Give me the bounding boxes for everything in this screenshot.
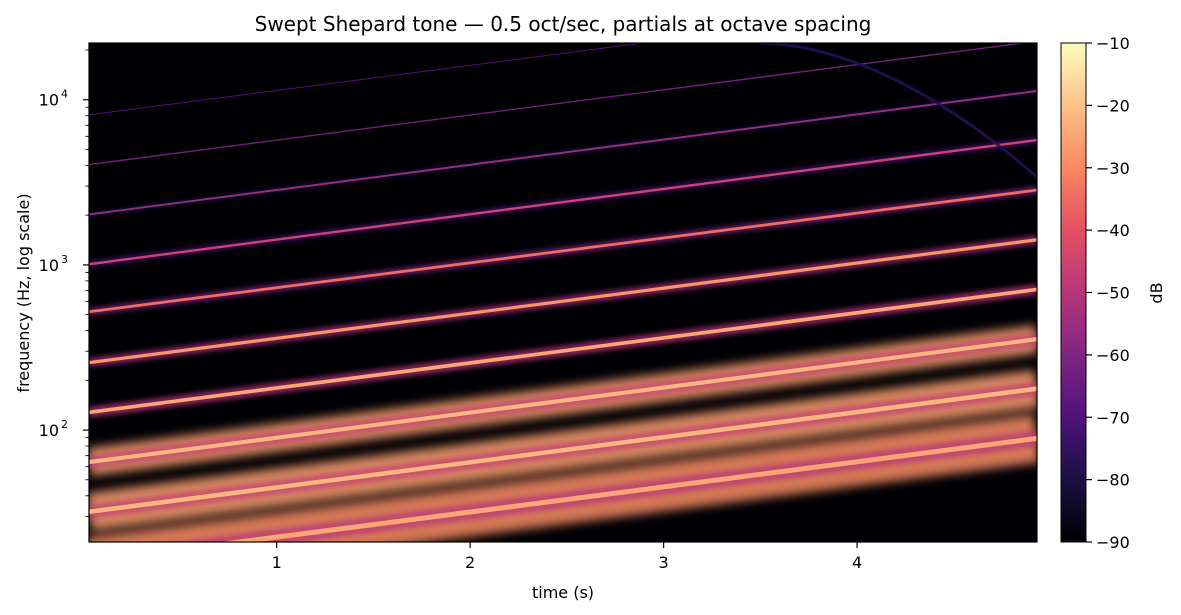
partial-line (89, 186, 1037, 316)
colorbar-ticks: −90 −80 −70 −60 −50 −40 −30 −20 −10 (1086, 34, 1130, 552)
partial-core (89, 43, 647, 116)
partial-line (89, 43, 1036, 167)
colorbar: −90 −80 −70 −60 −50 −40 −30 −20 −10 dB (1060, 34, 1166, 552)
x-tick-label: 1 (272, 553, 282, 572)
partial-core (89, 386, 1037, 515)
partial-line (177, 430, 1037, 542)
colorbar-tick-label: −40 (1096, 221, 1130, 240)
y-tick-exponent: 2 (61, 418, 68, 431)
partial-core (89, 90, 1037, 216)
partial-core (89, 337, 1037, 465)
partial-line (89, 136, 1037, 268)
x-tick-label: 2 (465, 553, 475, 572)
colorbar-gradient (1060, 42, 1087, 543)
colorbar-tick-label: −60 (1096, 346, 1130, 365)
plot-frame (88, 42, 1038, 543)
partial-line (89, 88, 1037, 217)
y-tick-label: 10 (39, 256, 59, 275)
y-tick-label: 10 (39, 421, 59, 440)
partial-line (89, 234, 1037, 368)
colorbar-tick-label: −30 (1096, 159, 1130, 178)
partials (89, 43, 1037, 542)
colorbar-tick-label: −50 (1096, 284, 1130, 303)
y-axis-label: frequency (Hz, log scale) (14, 193, 33, 392)
partial-line (89, 283, 1037, 418)
x-axis-ticks: 1 2 3 4 (272, 542, 862, 572)
colorbar-tick-label: −20 (1096, 96, 1130, 115)
partial-core (89, 43, 1029, 166)
plot-area (89, 43, 1037, 542)
y-tick-exponent: 4 (61, 88, 68, 101)
partial-line (89, 332, 1037, 469)
x-tick-label: 3 (659, 553, 669, 572)
y-tick-label: 10 (39, 91, 59, 110)
colorbar-tick-label: −10 (1096, 34, 1130, 53)
y-tick-exponent: 3 (61, 253, 68, 266)
partial-line (89, 43, 651, 116)
alias-curve (760, 43, 1037, 179)
partial-line (89, 381, 1037, 519)
partial-core (219, 435, 1037, 542)
partial-core (89, 238, 1037, 365)
colorbar-tick-label: −80 (1096, 471, 1130, 490)
partial-core (89, 287, 1037, 415)
x-tick-label: 4 (852, 553, 862, 572)
partial-core (89, 188, 1037, 314)
x-axis-label: time (s) (532, 583, 594, 602)
colorbar-tick-label: −70 (1096, 408, 1130, 427)
colorbar-tick-label: −90 (1096, 533, 1130, 552)
partial-core (89, 138, 1037, 266)
colorbar-label: dB (1147, 282, 1166, 303)
chart-title: Swept Shepard tone — 0.5 oct/sec, partia… (255, 12, 872, 36)
